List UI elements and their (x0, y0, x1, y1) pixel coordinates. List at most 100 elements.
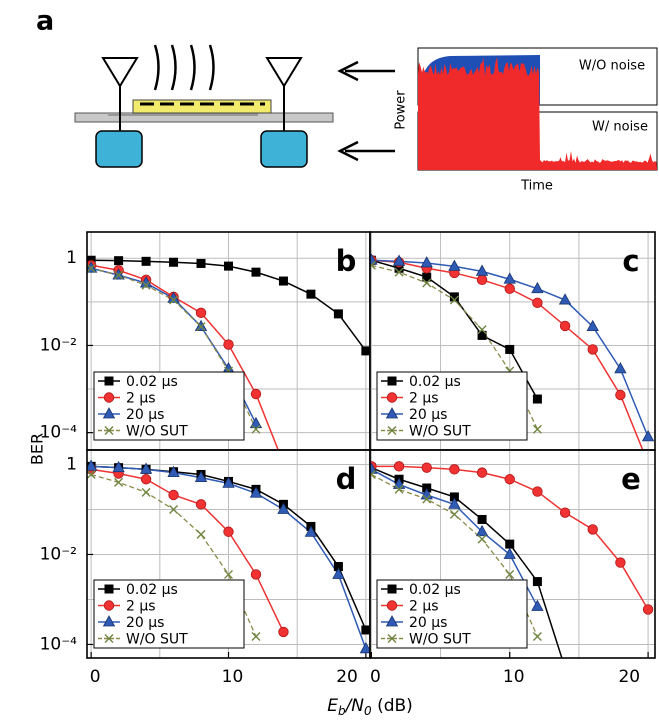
marker (586, 319, 599, 332)
marker (449, 464, 460, 475)
marker (532, 486, 543, 497)
marker (642, 604, 654, 615)
marker (249, 486, 263, 498)
legend-box (93, 371, 245, 441)
marker (558, 293, 572, 305)
marker (361, 625, 370, 635)
marker (422, 483, 432, 493)
marker (112, 460, 125, 473)
marker (532, 297, 543, 309)
marker (114, 270, 124, 280)
trace-label: W/O noise (579, 59, 645, 74)
marker (503, 272, 516, 284)
marker (505, 569, 515, 579)
marker (449, 292, 459, 302)
marker (224, 569, 233, 579)
x-tick-label: 20 (336, 667, 358, 687)
marker (361, 346, 370, 356)
legend-box (93, 579, 245, 649)
marker (114, 256, 124, 266)
marker (615, 389, 626, 401)
marker (641, 430, 655, 442)
legend-label: 20 µs (409, 407, 447, 423)
marker (504, 283, 515, 294)
marker (422, 278, 432, 288)
marker (448, 259, 461, 271)
marker (169, 295, 179, 305)
x-axis-label: Eb/N0 (dB) (327, 696, 413, 718)
marker (370, 260, 376, 270)
legend-marker (386, 600, 398, 611)
legend-label: 2 µs (409, 391, 439, 407)
marker (332, 567, 345, 579)
marker (448, 497, 461, 509)
marker (195, 499, 207, 510)
marker (422, 494, 432, 504)
legend-marker (104, 584, 114, 594)
trace-label: W/ noise (592, 120, 648, 135)
x-tick-label: 10 (503, 667, 525, 687)
marker (224, 261, 233, 271)
marker (223, 339, 234, 350)
marker (139, 462, 153, 474)
legend-marker (104, 634, 114, 643)
y-tick-label: 1 (66, 454, 77, 474)
marker (477, 330, 487, 340)
panel-label: b (336, 244, 357, 278)
marker (477, 514, 487, 524)
legend-marker (103, 600, 115, 611)
marker (394, 263, 404, 273)
marker (559, 507, 571, 518)
axis-label: Power (394, 90, 409, 130)
panel-label: e (621, 462, 641, 496)
legend-marker (385, 615, 399, 627)
marker (531, 281, 544, 294)
x-tick-label: 10 (222, 667, 244, 687)
legend-marker (385, 407, 399, 419)
legend-label: W/O SUT (126, 424, 188, 440)
legend-label: 20 µs (126, 615, 164, 631)
marker (141, 256, 151, 266)
frame (369, 449, 656, 659)
marker (504, 474, 515, 485)
marker (394, 267, 404, 277)
marker (167, 465, 180, 478)
marker (587, 524, 598, 535)
legend-label: 0.02 µs (409, 374, 461, 390)
legend-label: 0.02 µs (409, 582, 461, 598)
marker (194, 319, 208, 332)
panel-label: c (622, 244, 639, 278)
legend-label: W/O SUT (126, 632, 188, 648)
y-tick-label: 10⁻² (40, 544, 77, 564)
marker (141, 280, 151, 290)
marker (141, 487, 151, 497)
legend-marker (387, 426, 397, 435)
marker (87, 459, 98, 471)
marker (449, 295, 459, 305)
marker (333, 562, 343, 572)
x-tick-label: 0 (370, 667, 381, 687)
marker (503, 547, 516, 559)
marker (278, 626, 289, 638)
legend-label: 2 µs (126, 599, 156, 615)
legend-marker (104, 376, 114, 386)
marker (532, 577, 542, 587)
x-tick-label: 20 (618, 667, 640, 687)
marker (277, 502, 290, 514)
schematic (74, 44, 658, 171)
legend-marker (387, 634, 397, 643)
legend-label: 2 µs (409, 599, 439, 615)
plot-area (87, 255, 370, 450)
panel-label: d (336, 462, 357, 496)
marker (449, 492, 459, 502)
marker (359, 641, 370, 654)
marker (112, 268, 125, 280)
marker (333, 309, 343, 319)
legend-marker (386, 392, 398, 403)
marker (532, 424, 542, 434)
legend-marker (104, 426, 114, 435)
marker (196, 322, 206, 332)
marker (614, 362, 627, 374)
panel-label: a (36, 6, 54, 37)
